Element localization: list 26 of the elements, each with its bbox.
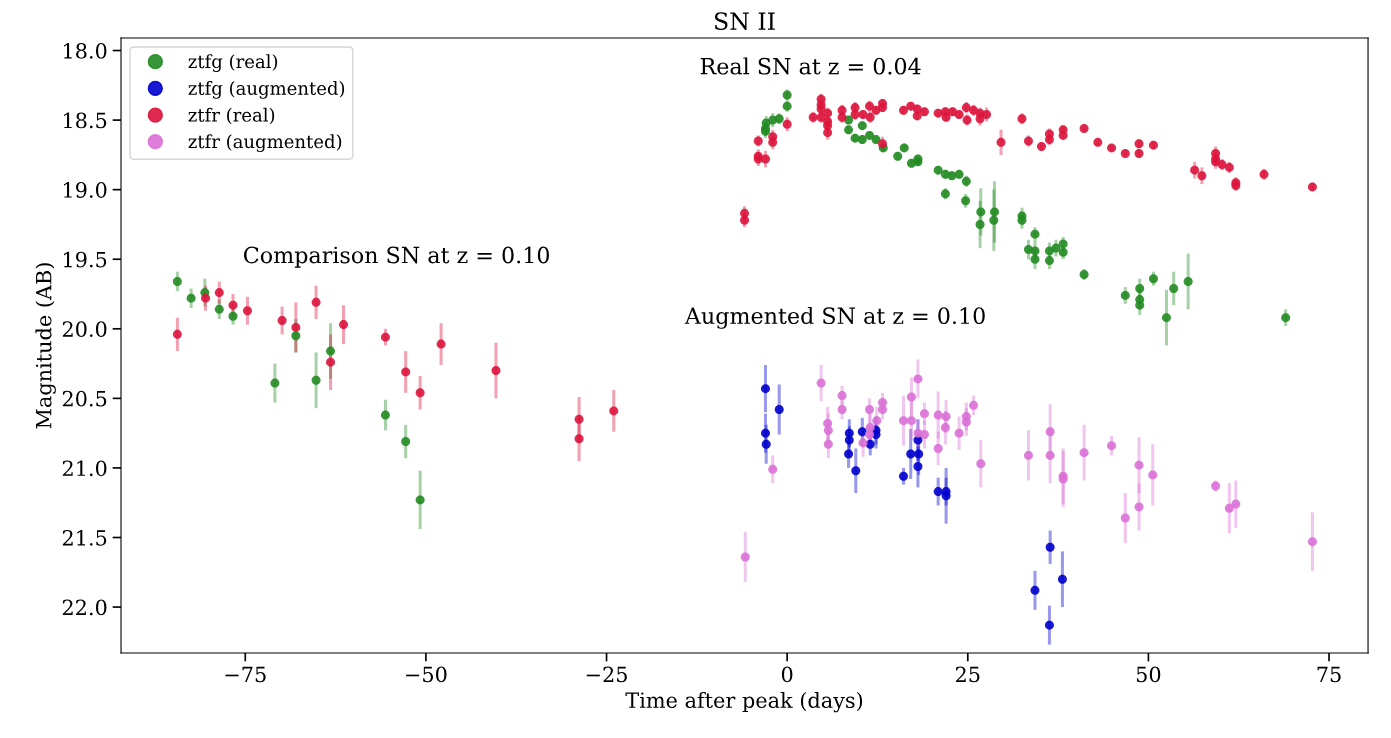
annotation: Comparison SN at z = 0.10 xyxy=(244,246,549,268)
x-tick-label: 75 xyxy=(1317,666,1341,683)
y-tick-label: 20.0 xyxy=(62,321,107,338)
x-tick-label: −25 xyxy=(586,666,627,683)
y-tick-label: 19.5 xyxy=(63,251,107,268)
legend-label: ztfr (real) xyxy=(188,107,275,125)
legend-label: ztfr (augmented) xyxy=(188,134,342,153)
annotation: Real SN at z = 0.04 xyxy=(700,57,921,75)
y-tick-label: 19.0 xyxy=(63,182,107,198)
annotation: Augmented SN at z = 0.10 xyxy=(684,306,985,329)
chart-title: SN II xyxy=(715,12,775,31)
x-tick-label: −50 xyxy=(406,666,447,683)
x-axis-title: Time after peak (days) xyxy=(625,691,863,713)
legend-label: ztfg (augmented) xyxy=(188,81,345,99)
y-axis-title: Magnitude (AB) xyxy=(35,263,56,429)
legend-label: ztfg (real) xyxy=(188,54,278,72)
x-tick-label: 25 xyxy=(955,666,980,683)
x-tick-label: 50 xyxy=(1136,666,1161,683)
y-tick-label: 21.5 xyxy=(62,529,107,546)
x-tick-label: −75 xyxy=(225,666,266,683)
y-tick-label: 21.0 xyxy=(62,460,107,477)
y-tick-label: 22.0 xyxy=(62,599,107,616)
x-tick-label: 0 xyxy=(781,666,793,683)
y-tick-label: 18.0 xyxy=(63,42,107,59)
y-tick-label: 18.5 xyxy=(63,112,107,129)
y-tick-label: 20.5 xyxy=(62,390,107,407)
